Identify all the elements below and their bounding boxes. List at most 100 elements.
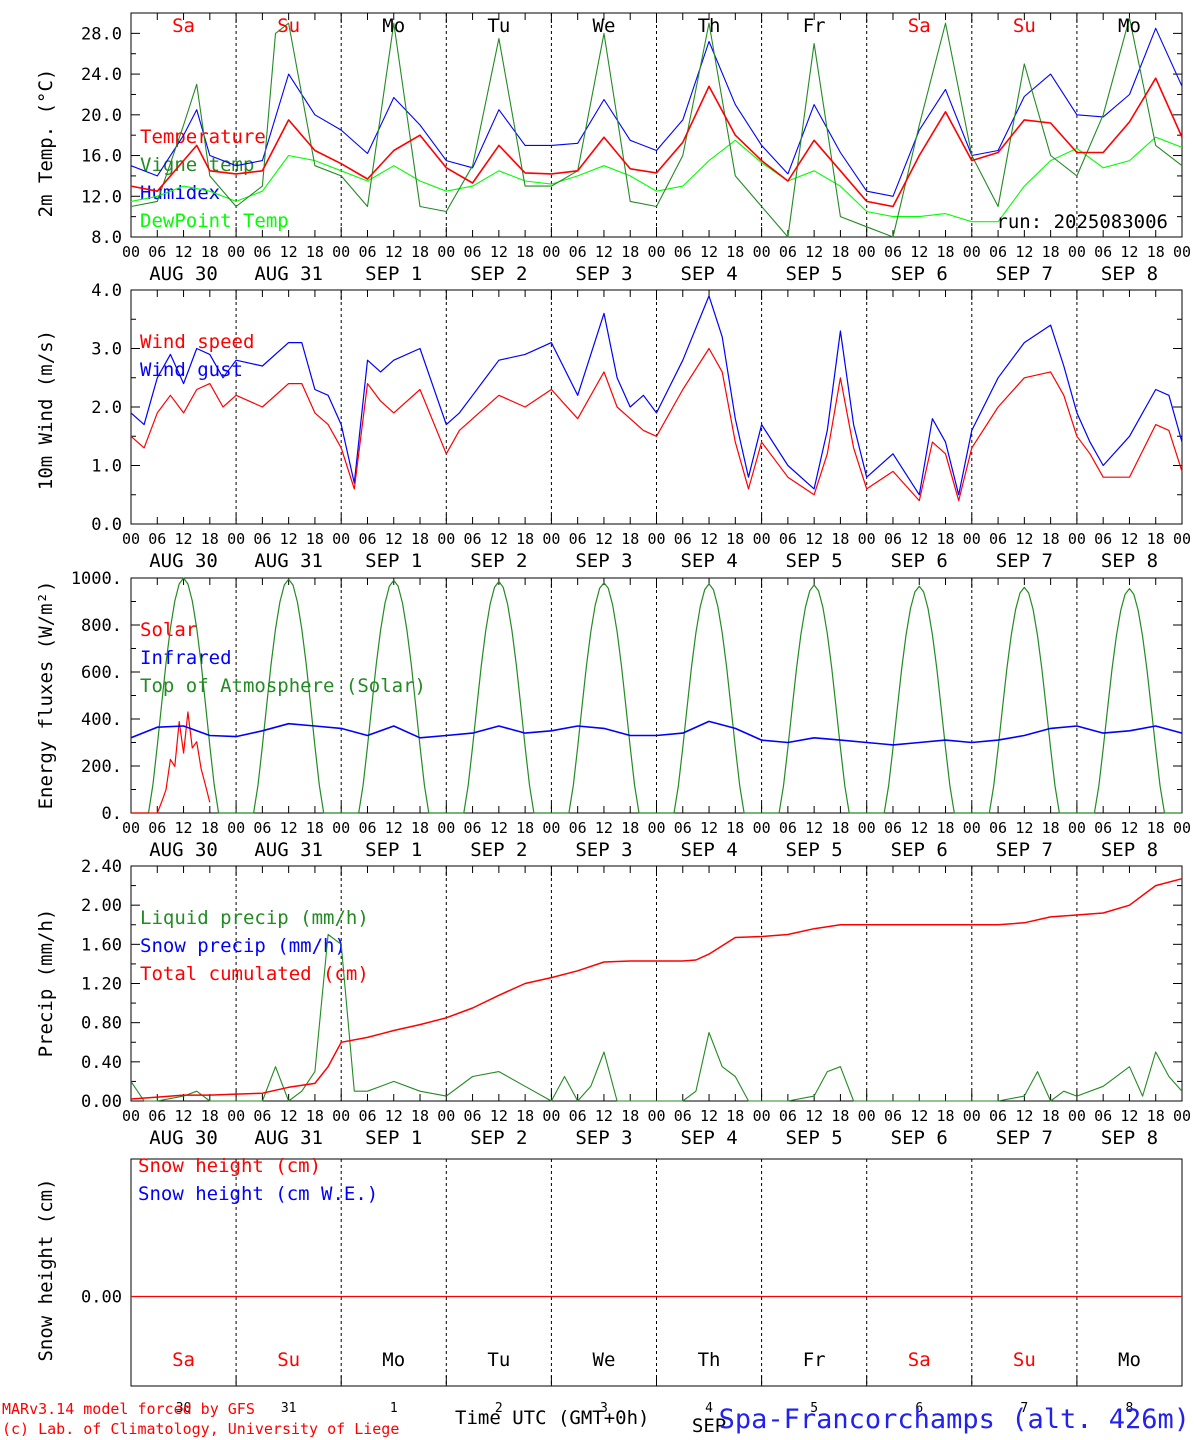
day-name: Tu	[487, 15, 510, 37]
hour-tick-label: 12	[1120, 530, 1138, 548]
hour-tick-label: 06	[148, 1107, 166, 1125]
day-number: 31	[281, 1401, 297, 1416]
hour-tick-label: 00	[1068, 819, 1086, 837]
day-name: Mo	[1118, 1349, 1141, 1371]
day-number: 2	[495, 1401, 503, 1416]
hour-tick-label: 12	[910, 819, 928, 837]
hour-tick-label: 06	[674, 530, 692, 548]
hour-tick-label: 00	[332, 243, 350, 261]
hour-tick-label: 12	[1015, 1107, 1033, 1125]
hour-tick-label: 18	[621, 530, 639, 548]
y-tick-label: 0.40	[81, 1053, 122, 1073]
hour-tick-label: 06	[989, 819, 1007, 837]
hour-tick-label: 12	[700, 243, 718, 261]
date-label: SEP 7	[996, 263, 1053, 285]
hour-tick-label: 12	[805, 530, 823, 548]
date-label: SEP 6	[891, 550, 948, 572]
hour-tick-label: 18	[201, 819, 219, 837]
day-name: Sa	[908, 1349, 931, 1371]
date-label: SEP 4	[680, 263, 737, 285]
hour-tick-label: 12	[175, 1107, 193, 1125]
hour-tick-label: 18	[306, 530, 324, 548]
y-tick-label: 800.	[81, 616, 122, 636]
hour-tick-label: 00	[753, 1107, 771, 1125]
hour-tick-label: 18	[936, 243, 954, 261]
date-label: SEP 1	[365, 550, 422, 572]
hour-tick-label: 18	[411, 1107, 429, 1125]
hour-tick-label: 18	[621, 819, 639, 837]
hour-tick-label: 06	[253, 530, 271, 548]
hour-tick-label: 06	[884, 819, 902, 837]
hour-tick-label: 12	[700, 1107, 718, 1125]
day-name: Su	[277, 1349, 300, 1371]
y-tick-label: 0.00	[81, 1092, 122, 1112]
legend-entry: Temperature	[140, 126, 266, 148]
date-label: AUG 31	[254, 1127, 323, 1149]
time-axis-label: Time UTC (GMT+0h)	[455, 1407, 649, 1429]
legend-entry: Snow precip (mm/h)	[140, 935, 346, 957]
series-line-wind-speed	[130, 347, 1183, 502]
hour-tick-label: 06	[253, 819, 271, 837]
hour-tick-label: 18	[1147, 1107, 1165, 1125]
hour-tick-label: 12	[595, 243, 613, 261]
hour-tick-label: 00	[858, 530, 876, 548]
date-label: SEP 2	[470, 550, 527, 572]
date-label: SEP 8	[1101, 550, 1158, 572]
hour-tick-label: 18	[621, 243, 639, 261]
date-label: SEP 5	[786, 550, 843, 572]
hour-tick-label: 18	[936, 530, 954, 548]
temperature-panel: 00 06 12 18 00 06 12 18 00 06 12 18 00 06 12 18 00 06 12 18…	[35, 12, 1191, 285]
hour-tick-label: 06	[464, 530, 482, 548]
hour-tick-label: 06	[884, 1107, 902, 1125]
run-label: run: 2025083006	[996, 211, 1168, 233]
hour-tick-label: 00	[1068, 1107, 1086, 1125]
hour-tick-label: 06	[358, 243, 376, 261]
hour-tick-label: 06	[884, 243, 902, 261]
date-label: SEP 4	[680, 550, 737, 572]
day-name: Mo	[382, 1349, 405, 1371]
date-label: AUG 30	[149, 1127, 218, 1149]
day-number: 6	[915, 1401, 923, 1416]
y-tick-label: 1000.	[71, 569, 122, 589]
hour-tick-label: 12	[385, 1107, 403, 1125]
y-axis-label: Precip (mm/h)	[35, 909, 57, 1058]
hour-tick-label: 18	[201, 243, 219, 261]
date-label: SEP 2	[470, 839, 527, 861]
hour-tick-label: 00	[647, 1107, 665, 1125]
hour-tick-label: 18	[831, 530, 849, 548]
y-tick-label: 24.0	[81, 65, 122, 85]
hour-tick-label: 12	[910, 530, 928, 548]
legend-entry: Wind speed	[140, 331, 254, 353]
y-tick-label: 200.	[81, 757, 122, 777]
hour-tick-label: 06	[674, 819, 692, 837]
y-tick-label: 8.0	[91, 228, 122, 248]
legend-entry: Humidex	[140, 182, 220, 204]
hour-tick-label: 12	[280, 819, 298, 837]
hour-tick-label: 18	[831, 1107, 849, 1125]
series-line-liquid-precip	[130, 933, 1183, 1102]
day-name: Su	[1013, 15, 1036, 37]
hour-tick-label: 12	[385, 243, 403, 261]
date-label: SEP 5	[786, 1127, 843, 1149]
hour-tick-label: 12	[910, 243, 928, 261]
hour-tick-label: 06	[674, 243, 692, 261]
hour-tick-label: 00	[542, 243, 560, 261]
hour-tick-label: 06	[1094, 530, 1112, 548]
hour-tick-label: 00	[332, 1107, 350, 1125]
hour-tick-label: 18	[411, 243, 429, 261]
hour-tick-label: 00	[858, 243, 876, 261]
day-name: Fr	[803, 15, 826, 37]
day-number: 4	[705, 1401, 713, 1416]
hour-tick-label: 18	[1042, 530, 1060, 548]
hour-tick-label: 06	[884, 530, 902, 548]
hour-tick-label: 00	[437, 243, 455, 261]
date-label: SEP 8	[1101, 263, 1158, 285]
day-name: We	[593, 15, 616, 37]
hour-tick-label: 00	[1173, 530, 1191, 548]
date-label: SEP 7	[996, 839, 1053, 861]
series-line-wind-gust	[130, 295, 1183, 496]
hour-tick-label: 06	[779, 243, 797, 261]
y-tick-label: 2.0	[91, 398, 122, 418]
snow-panel: Snow height (cm) Snow height (cm) Snow hei…	[35, 1155, 1183, 1437]
hour-tick-label: 00	[227, 819, 245, 837]
